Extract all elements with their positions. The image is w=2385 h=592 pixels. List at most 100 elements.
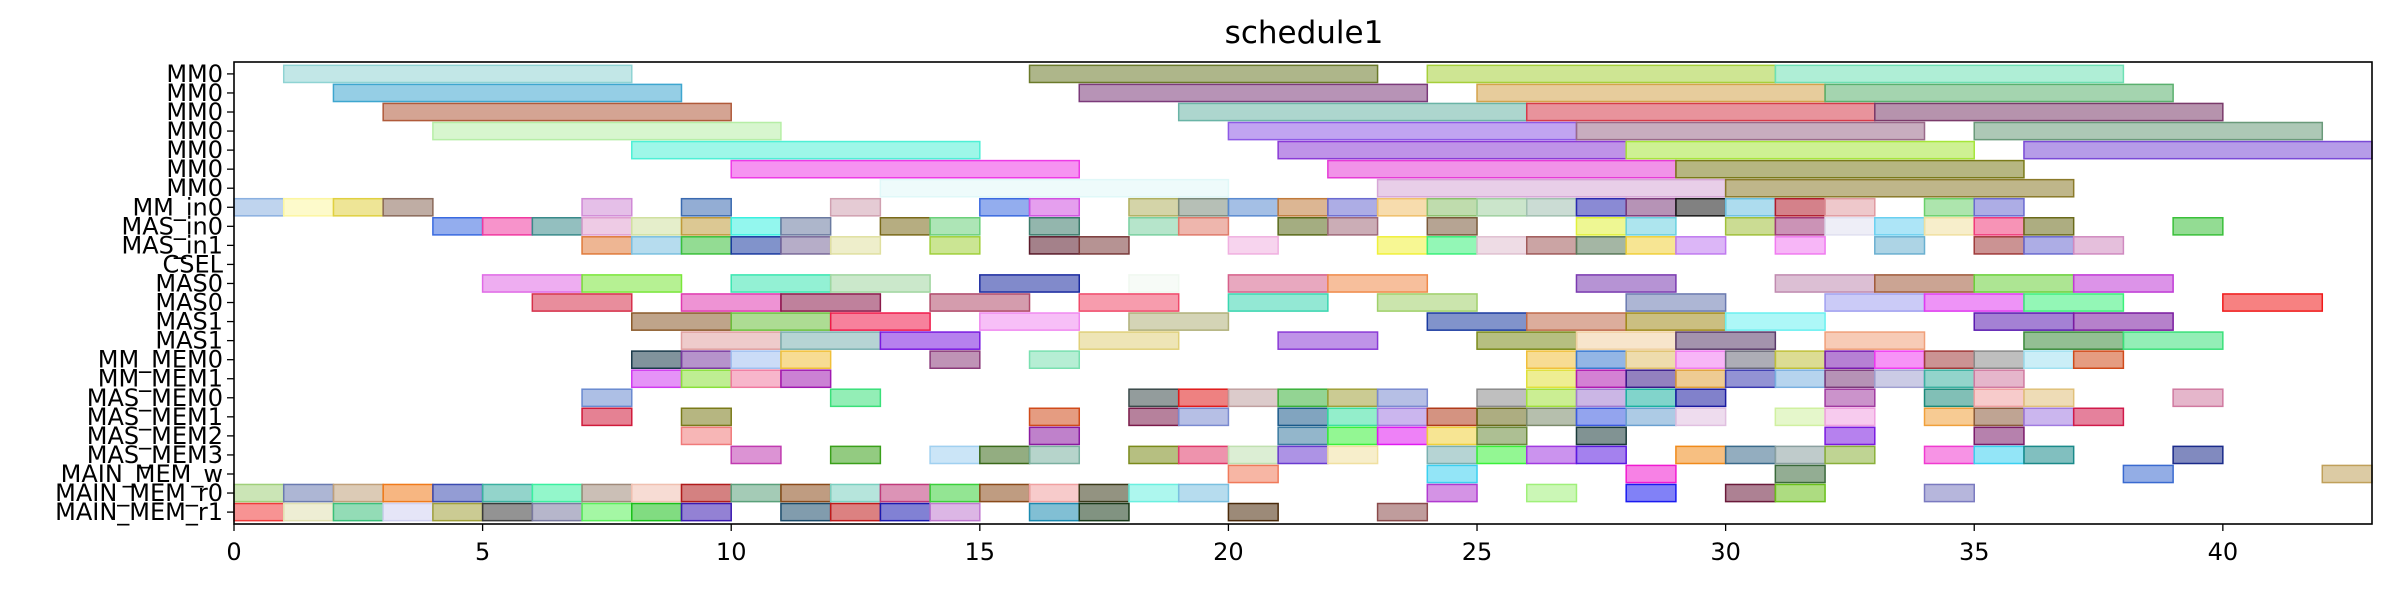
x-tick-label: 35 [1959, 538, 1990, 566]
task-bar [1376, 236, 1429, 255]
task-bar [2072, 274, 2174, 293]
task-bar [680, 407, 732, 427]
task-bar [1675, 445, 1727, 465]
x-tick-label: 5 [475, 538, 490, 566]
task-bar [1078, 293, 1180, 312]
task-bar [1724, 178, 2075, 198]
row-label: MM0 [166, 79, 223, 107]
task-bar [1525, 445, 1578, 465]
task-bar [680, 197, 732, 217]
task-bar [829, 312, 931, 331]
task-bar [1525, 483, 1578, 503]
task-bar [829, 236, 882, 255]
task-bar [1973, 350, 2025, 370]
task-bar [1128, 388, 1180, 408]
row-label: MM0 [166, 155, 223, 183]
x-tick-label: 40 [2208, 538, 2239, 566]
task-bar [2023, 445, 2075, 465]
task-bar [382, 483, 434, 503]
row-label: MAIN_MEM_r1 [55, 498, 223, 526]
task-bar [1874, 236, 1926, 255]
task-bar [1525, 197, 1578, 217]
task-bar [382, 197, 434, 217]
row-label: MM0 [166, 136, 223, 164]
task-bar [2122, 331, 2224, 350]
task-bar [1575, 197, 1627, 217]
task-bar [1824, 407, 1876, 427]
task-bar [581, 197, 633, 217]
task-bar [2023, 140, 2373, 160]
task-bar [1973, 121, 2324, 141]
task-bar [1376, 426, 1429, 446]
task-bar [1625, 140, 1975, 160]
task-bar [233, 502, 285, 522]
task-bar [1575, 407, 1627, 427]
task-bar [730, 483, 782, 503]
task-bar [631, 312, 732, 331]
task-bar [1227, 197, 1279, 217]
task-bar [1525, 369, 1578, 389]
task-bar [2072, 350, 2125, 370]
task-bar [1525, 350, 1578, 370]
row-label: MM0 [166, 60, 223, 88]
task-bar [879, 483, 931, 503]
task-bar [1277, 331, 1379, 350]
task-bar [1128, 216, 1180, 236]
task-bar [332, 83, 683, 103]
task-bar [929, 483, 981, 503]
task-bar [531, 483, 583, 503]
task-bar [1177, 388, 1230, 408]
task-bar [1227, 121, 1578, 141]
task-bar [979, 445, 1031, 465]
task-bar [680, 369, 732, 389]
row-label: MAIN_MEM_w [61, 460, 223, 488]
task-bar [332, 197, 384, 217]
task-bar [1476, 407, 1528, 427]
task-bar [432, 216, 484, 236]
task-bar [829, 502, 882, 522]
task-bar [1227, 293, 1329, 312]
task-bar [730, 216, 782, 236]
task-bar [581, 483, 633, 503]
task-bar [1227, 445, 1279, 465]
task-bar [1327, 216, 1379, 236]
task-bar [2023, 388, 2075, 408]
task-bar [1476, 445, 1528, 465]
task-bar [282, 64, 633, 84]
task-bar [2023, 216, 2075, 236]
task-bar [1476, 83, 1826, 103]
task-bar [531, 502, 583, 522]
task-bar [1426, 236, 1478, 255]
row-label: MM_MEM1 [98, 365, 223, 393]
task-bar [1128, 445, 1180, 465]
task-bar [1874, 216, 1926, 236]
task-bar [1625, 312, 1727, 331]
x-tick-label: 0 [226, 538, 241, 566]
task-bar [680, 426, 732, 446]
row-label: MAS_MEM2 [87, 422, 223, 450]
task-bar [680, 331, 782, 350]
task-bar [1625, 483, 1677, 503]
task-bar [282, 197, 335, 217]
task-bar [1476, 236, 1528, 255]
task-bar [1824, 388, 1876, 408]
chart-title: schedule1 [1225, 15, 1384, 51]
row-label: CSEL [162, 250, 223, 278]
row-label: MM0 [166, 117, 223, 145]
task-bar [1376, 407, 1429, 427]
task-bar [1426, 312, 1528, 331]
task-bar [581, 407, 633, 427]
task-bar [1277, 407, 1329, 427]
plot-frame [233, 61, 2373, 525]
task-bar [1078, 502, 1130, 522]
task-bar [1874, 369, 1926, 389]
task-bar [929, 293, 1031, 312]
row-label: MAS0 [155, 289, 223, 317]
task-bar [829, 197, 882, 217]
task-bar [1973, 216, 2025, 236]
task-bar [1923, 197, 1975, 217]
task-bar [1227, 274, 1329, 293]
task-bar [2023, 407, 2075, 427]
task-bar [829, 388, 882, 408]
task-bar [780, 236, 832, 255]
